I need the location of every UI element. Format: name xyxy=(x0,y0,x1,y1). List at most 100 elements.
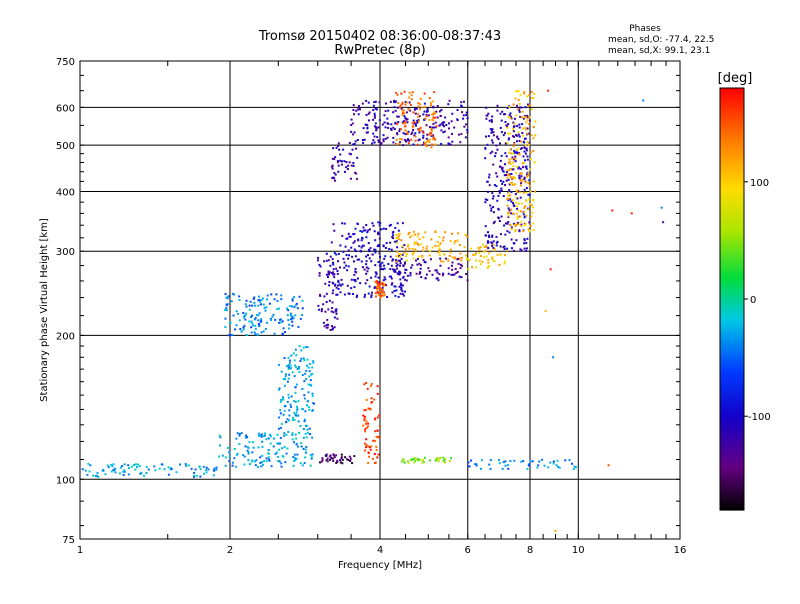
data-point xyxy=(332,273,335,276)
data-point xyxy=(466,279,469,282)
data-point xyxy=(295,442,298,445)
data-point xyxy=(417,115,420,118)
data-point xyxy=(333,316,336,319)
data-point xyxy=(490,241,493,244)
data-point xyxy=(363,268,366,271)
data-point xyxy=(428,119,431,122)
data-point xyxy=(325,292,328,295)
data-point xyxy=(423,110,426,113)
data-point xyxy=(374,122,377,125)
data-point xyxy=(215,466,218,469)
colorbar-segment xyxy=(720,208,744,213)
data-point xyxy=(498,263,501,266)
data-point xyxy=(421,143,424,146)
data-point xyxy=(511,247,514,250)
data-point xyxy=(513,117,516,120)
data-point xyxy=(244,314,247,317)
data-point xyxy=(526,119,529,122)
data-point xyxy=(367,112,370,115)
data-point xyxy=(379,221,382,224)
data-point xyxy=(288,323,291,326)
data-point xyxy=(412,251,415,254)
data-point xyxy=(382,268,385,271)
data-point xyxy=(517,167,520,170)
data-point xyxy=(282,327,285,330)
chart-subtitle: RwPretec (8p) xyxy=(334,43,425,58)
data-point xyxy=(507,161,510,164)
data-point xyxy=(276,455,279,458)
y-tick-label: 600 xyxy=(56,103,75,114)
colorbar-segment xyxy=(720,166,744,170)
colorbar-segment xyxy=(720,289,744,294)
data-point xyxy=(443,121,446,124)
data-point xyxy=(279,400,282,403)
data-point xyxy=(263,306,266,309)
data-point xyxy=(422,249,425,252)
data-point xyxy=(365,426,368,429)
data-point xyxy=(348,254,351,257)
data-point xyxy=(442,456,445,459)
data-point xyxy=(277,427,280,430)
data-point xyxy=(374,439,377,442)
data-point xyxy=(306,428,309,431)
data-point xyxy=(511,135,514,138)
data-point xyxy=(532,150,535,153)
data-point xyxy=(401,284,404,287)
data-point xyxy=(291,320,294,323)
data-point xyxy=(417,244,420,247)
data-point xyxy=(335,293,338,296)
data-point xyxy=(376,136,379,139)
data-point xyxy=(413,122,416,125)
data-point xyxy=(486,180,489,183)
data-point xyxy=(303,394,306,397)
data-point xyxy=(508,173,511,176)
data-point xyxy=(404,278,407,281)
data-point xyxy=(496,109,499,112)
data-point xyxy=(367,292,370,295)
data-point xyxy=(251,451,254,454)
data-point xyxy=(528,229,531,232)
data-point xyxy=(297,420,300,423)
data-point xyxy=(381,286,384,289)
data-point xyxy=(424,231,427,234)
data-point xyxy=(360,260,363,263)
data-point xyxy=(500,119,503,122)
data-point xyxy=(391,258,394,261)
data-point xyxy=(479,246,482,249)
data-point xyxy=(368,248,371,251)
data-point xyxy=(456,270,459,273)
data-point xyxy=(334,179,337,182)
colorbar-segment xyxy=(720,124,744,128)
data-point xyxy=(396,246,399,249)
data-point xyxy=(422,113,425,116)
data-point xyxy=(421,106,424,109)
data-point xyxy=(365,381,368,384)
data-point xyxy=(215,468,218,471)
data-point xyxy=(307,383,310,386)
data-point xyxy=(435,269,438,272)
data-point xyxy=(351,255,354,258)
data-point xyxy=(394,285,397,288)
data-point xyxy=(489,467,492,470)
data-point xyxy=(438,235,441,238)
data-point xyxy=(412,143,415,146)
colorbar-segment xyxy=(720,371,744,375)
data-point xyxy=(507,207,510,210)
data-point xyxy=(393,270,396,273)
data-point xyxy=(458,133,461,136)
data-point xyxy=(428,138,431,141)
data-point xyxy=(396,250,399,253)
data-point xyxy=(395,100,398,103)
data-point xyxy=(479,255,482,258)
data-point xyxy=(114,467,117,470)
data-point xyxy=(356,277,359,280)
data-point xyxy=(295,383,298,386)
data-point xyxy=(499,245,502,248)
data-point xyxy=(327,323,330,326)
data-point xyxy=(442,260,445,263)
data-point xyxy=(459,252,462,255)
data-point xyxy=(258,312,261,315)
data-point xyxy=(484,147,487,150)
data-point xyxy=(436,105,439,108)
